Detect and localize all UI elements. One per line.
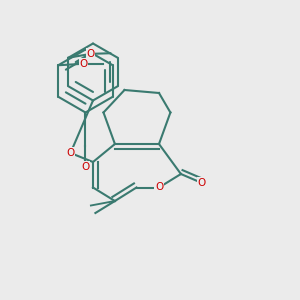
Text: O: O [155,182,163,193]
Text: O: O [198,178,206,188]
Text: O: O [81,161,90,172]
Text: O: O [80,59,88,69]
Text: O: O [87,49,95,59]
Text: O: O [66,148,75,158]
